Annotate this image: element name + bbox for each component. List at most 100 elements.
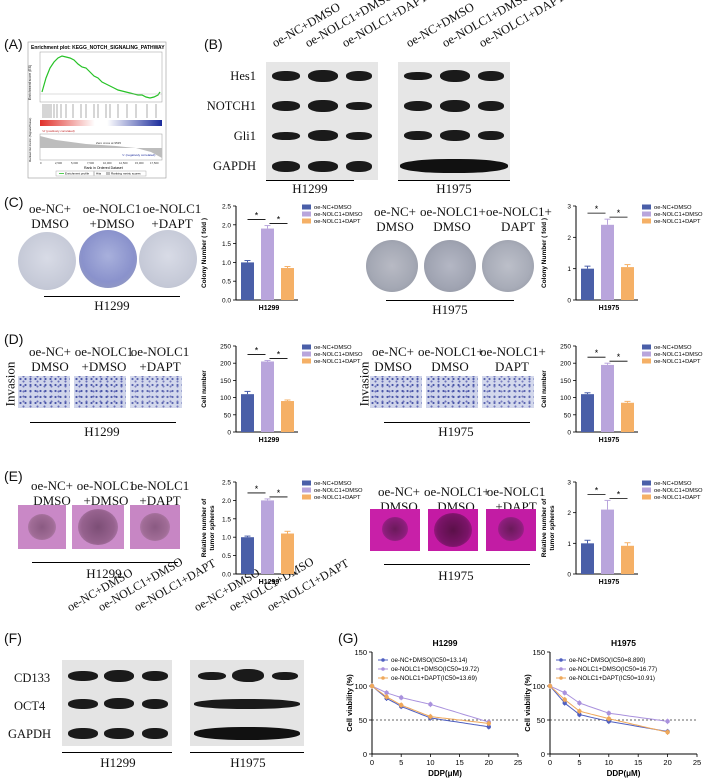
sig-star: * xyxy=(617,489,621,499)
svg-text:7,500: 7,500 xyxy=(87,161,94,165)
data-point xyxy=(384,690,389,695)
d-cond-5: oe-NOLC1+ DMSO xyxy=(418,344,484,374)
bar-oe-NC+DMSO xyxy=(581,543,594,574)
svg-text:5,000: 5,000 xyxy=(71,161,78,165)
blot-band xyxy=(308,130,338,141)
data-point xyxy=(665,730,670,735)
legend-label: oe-NC+DMSO xyxy=(314,481,352,487)
legend-label: oe-NOLC1+DMSO xyxy=(654,352,703,358)
legend-label: oe-NOLC1+DMSO xyxy=(314,212,363,218)
blot-band xyxy=(142,728,168,739)
bar-oe-NOLC1+DMSO xyxy=(601,509,614,574)
legend-swatch xyxy=(642,211,651,217)
y-tick-label: 2.5 xyxy=(222,204,231,211)
e-cell-h1299: H1299 xyxy=(86,566,122,581)
legend-swatch xyxy=(642,480,651,486)
bar-chart-colony-h1975: 0 1 2 3 Colony Number ( fold ) * * H1975 oe-NC+D… xyxy=(541,204,703,313)
f-cell-h1299: H1299 xyxy=(100,755,136,770)
blot-band xyxy=(272,132,300,140)
legend-swatch xyxy=(642,358,651,364)
y-tick-label: 1.5 xyxy=(222,241,231,248)
e-underline-h1975 xyxy=(384,564,530,565)
sig-star: * xyxy=(595,485,599,495)
legend-label: oe-NC+DMSO(IC50=8.890) xyxy=(569,657,645,664)
legend-swatch xyxy=(302,487,311,493)
x-axis-label: H1299 xyxy=(259,579,280,586)
blot-band xyxy=(346,71,372,81)
blot-band xyxy=(440,70,470,82)
b-cell-h1975: H1975 xyxy=(436,181,472,196)
gsea-zero-cross: Zero cross at 9535 xyxy=(96,141,121,145)
y-axis-label: Relative number of xyxy=(201,498,208,557)
f-cell-h1975: H1975 xyxy=(230,755,266,770)
y-tick-label: 2 xyxy=(567,235,571,242)
blot-band xyxy=(194,727,300,740)
legend-label: oe-NOLC1+DMSO xyxy=(314,488,363,494)
sig-star: * xyxy=(595,348,599,358)
b-cell-h1299: H1299 xyxy=(292,181,328,196)
d-underline-h1975 xyxy=(384,422,530,423)
blot-band xyxy=(440,130,470,141)
y-tick-label: 100 xyxy=(354,682,367,691)
sig-star: * xyxy=(255,484,259,494)
gsea-enrichment-curve xyxy=(41,55,161,99)
bar-oe-NOLC1+DMSO xyxy=(261,500,274,574)
y-tick-label: 100 xyxy=(532,682,545,691)
gsea-hits xyxy=(42,104,157,118)
gsea-negative-label: 'L' (negatively correlated) xyxy=(122,153,155,157)
e-cell-h1975: H1975 xyxy=(438,568,474,583)
b-blot-h1975 xyxy=(398,62,510,180)
colony-dish xyxy=(79,230,137,288)
gsea-positive-label: 'H' (positively correlated) xyxy=(42,129,75,133)
x-tick-label: 20 xyxy=(485,758,493,767)
f-blot-h1975 xyxy=(190,660,304,746)
gsea-legend-1: Enrichment profile xyxy=(65,172,90,176)
x-axis-label: DDP(μM) xyxy=(428,769,462,778)
b-row-hes1: Hes1 xyxy=(230,69,256,83)
y-tick-label: 0 xyxy=(541,750,545,759)
legend-label: oe-NOLC1+DMSO(IC50=16.77) xyxy=(569,666,657,673)
c-cond-3: oe-NOLC1 +DAPT xyxy=(142,201,202,231)
gsea-legend-3: Ranking metric scores xyxy=(111,172,141,176)
bar-oe-NOLC1+DMSO xyxy=(601,224,614,300)
c-underline-h1975 xyxy=(386,300,514,301)
legend-label: oe-NC+DMSO xyxy=(314,345,352,351)
d-cond-3: oe-NOLC1 +DAPT xyxy=(130,344,190,374)
legend-swatch xyxy=(302,494,311,500)
legend-swatch xyxy=(642,204,651,210)
invasion-image xyxy=(74,376,126,408)
svg-text:15,000: 15,000 xyxy=(135,161,144,165)
blot-band xyxy=(308,161,338,172)
blot-band xyxy=(68,671,98,681)
legend-marker xyxy=(381,667,385,671)
c-cond-1: oe-NC+ DMSO xyxy=(29,201,71,231)
y-tick-label: 150 xyxy=(220,378,231,385)
y-axis-label: Colony Number ( fold ) xyxy=(201,218,208,288)
x-tick-label: 25 xyxy=(514,758,522,767)
bar-chart-invasion-h1975: 0 50 100 150 200 250 Cell number * * H1975 oe-NC+D… xyxy=(541,344,703,445)
bar-oe-NOLC1+DAPT xyxy=(281,268,294,300)
bar-oe-NOLC1+DAPT xyxy=(281,533,294,574)
legend-label: oe-NOLC1+DAPT xyxy=(314,359,361,365)
chart-title: H1299 xyxy=(432,638,457,648)
y-tick-label: 0 xyxy=(567,430,571,437)
blot-band xyxy=(232,669,264,682)
bar-oe-NC+DMSO xyxy=(241,262,254,300)
d-invasion-label-1: Invasion xyxy=(2,361,18,407)
data-point xyxy=(562,697,567,702)
y-tick-label: 2.0 xyxy=(222,222,231,229)
y-tick-label: 150 xyxy=(532,648,545,657)
y-tick-label: 1.0 xyxy=(222,535,231,542)
y-tick-label: 250 xyxy=(560,344,571,351)
blot-band xyxy=(142,671,168,681)
x-tick-label: 15 xyxy=(634,758,642,767)
sphere-image xyxy=(370,509,420,551)
y-tick-label: 1 xyxy=(567,266,571,273)
gsea-plot: Enrichment plot: KEGG_NOTCH_SIGNALING_PA… xyxy=(27,41,167,179)
x-tick-label: 0 xyxy=(370,758,374,767)
bar-oe-NC+DMSO xyxy=(241,537,254,574)
sig-star: * xyxy=(595,204,599,214)
data-point xyxy=(399,695,404,700)
data-point xyxy=(606,716,611,721)
panel-label-d: (D) xyxy=(4,331,24,347)
